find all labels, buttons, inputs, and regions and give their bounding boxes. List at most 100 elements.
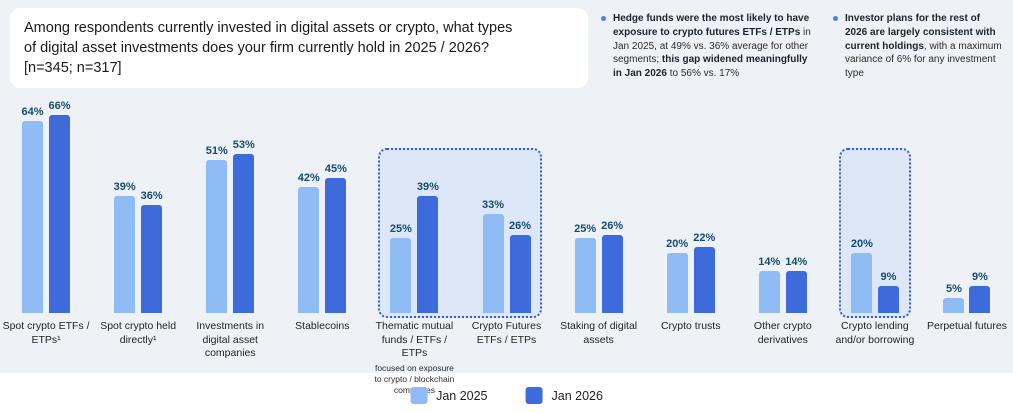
bar-pair: 33% 26% [482, 88, 531, 313]
bar-pair: 25% 39% [390, 88, 439, 313]
bar-jan-2026 [325, 178, 347, 313]
bar-pair: 20% 22% [666, 88, 715, 313]
bar-value-label: 45% [324, 163, 347, 175]
bar-group: 42% 45% Stablecoins [276, 88, 368, 396]
legend-bar [0, 373, 1013, 413]
bar-value-label: 39% [416, 181, 439, 193]
bar-value-label: 20% [666, 238, 689, 250]
bar-value-label: 33% [481, 199, 505, 211]
highlight-box [839, 148, 911, 318]
bar-jan-2025 [482, 214, 504, 313]
bar-value-label: 25% [574, 223, 597, 235]
bar-with-label: 66% [49, 100, 71, 313]
annotation-text: Hedge funds were the most likely to have… [613, 13, 811, 80]
bar-with-label: 20% [851, 238, 873, 313]
category-label: Perpetual futures [927, 320, 1007, 332]
bar-with-label: 22% [693, 232, 715, 313]
annotation: Investor plans for the rest of 2026 are … [833, 12, 1005, 81]
bar-value-label: 14% [758, 256, 781, 268]
category-label: Stablecoins [295, 320, 350, 332]
bar-value-label: 9% [972, 271, 988, 283]
bar-with-label: 51% [206, 145, 228, 313]
bullet-icon [833, 16, 838, 21]
bar-jan-2025 [206, 160, 228, 313]
annotations-panel: Hedge funds were the most likely to have… [601, 12, 1005, 81]
bar-pair: 5% 9% [943, 88, 991, 313]
bar-pair: 14% 14% [758, 88, 807, 313]
bar-group: 25% 39% Thematic mutual funds / ETFs / ETP… [368, 88, 460, 396]
bar-jan-2025 [298, 187, 320, 313]
legend: Jan 2025 Jan 2026 [410, 387, 603, 404]
legend-item: Jan 2026 [525, 387, 603, 404]
bar-groups: 64% 66% Spot crypto ETFs / ETPs¹ 39% 36% Spot… [0, 88, 1013, 396]
bar-jan-2026 [601, 235, 623, 313]
bar-jan-2026 [509, 235, 531, 313]
bar-jan-2025 [851, 253, 873, 313]
bar-value-label: 26% [601, 220, 624, 232]
bar-jan-2025 [22, 121, 44, 313]
bar-jan-2025 [390, 238, 412, 313]
bar-jan-2026 [969, 286, 991, 313]
legend-item: Jan 2025 [410, 387, 488, 404]
legend-swatch-icon [410, 387, 428, 404]
bar-value-label: 26% [509, 220, 532, 232]
bar-group: 39% 36% Spot crypto held directly¹ [92, 88, 184, 396]
bar-jan-2025 [666, 253, 688, 313]
bar-with-label: 36% [141, 190, 163, 313]
bar-with-label: 64% [22, 106, 44, 313]
legend-label: Jan 2025 [436, 388, 488, 403]
bar-jan-2025 [943, 298, 965, 313]
bar-pair: 64% 66% [22, 88, 71, 313]
annotation-text: Investor plans for the rest of 2026 are … [845, 13, 1002, 80]
bar-with-label: 39% [417, 181, 439, 313]
bar-jan-2026 [785, 271, 807, 313]
bar-pair: 20% 9% [851, 88, 899, 313]
bar-with-label: 14% [758, 256, 780, 313]
bar-with-label: 20% [666, 238, 688, 313]
chart-area: 64% 66% Spot crypto ETFs / ETPs¹ 39% 36% Spot… [0, 88, 1013, 395]
legend-label: Jan 2026 [551, 388, 603, 403]
bar-with-label: 45% [325, 163, 347, 313]
bar-value-label: 25% [389, 223, 412, 235]
bar-with-label: 9% [969, 271, 991, 313]
bar-value-label: 51% [205, 145, 228, 157]
bar-value-label: 22% [693, 232, 716, 244]
bar-group: 51% 53% Investments in digital asset compa… [184, 88, 276, 396]
bar-value-label: 42% [297, 172, 320, 184]
bar-with-label: 9% [877, 271, 899, 313]
bar-with-label: 39% [114, 181, 136, 313]
bar-group: 5% 9% Perpetual futures [921, 88, 1013, 396]
bar-jan-2025 [758, 271, 780, 313]
bar-group: 25% 26% Staking of digital assets [553, 88, 645, 396]
bar-group: 20% 22% Crypto trusts [645, 88, 737, 396]
bar-with-label: 25% [574, 223, 596, 313]
bar-jan-2026 [417, 196, 439, 313]
bar-jan-2026 [49, 115, 71, 313]
category-label: Other crypto derivatives [753, 320, 812, 346]
bar-pair: 39% 36% [114, 88, 163, 313]
bar-jan-2026 [693, 247, 715, 313]
bar-value-label: 36% [140, 190, 163, 202]
bar-value-label: 20% [850, 238, 873, 250]
bar-value-label: 53% [232, 139, 255, 151]
category-label: Crypto trusts [660, 320, 721, 332]
bar-pair: 51% 53% [206, 88, 255, 313]
bar-pair: 25% 26% [574, 88, 623, 313]
bar-group: 33% 26% Crypto Futures ETFs / ETPs [460, 88, 552, 396]
bar-jan-2026 [233, 154, 255, 313]
bullet-icon [601, 16, 606, 21]
chart-title: Among respondents currently invested in … [24, 20, 513, 76]
bar-group: 64% 66% Spot crypto ETFs / ETPs¹ [0, 88, 92, 396]
bar-value-label: 64% [21, 106, 44, 118]
bar-group: 14% 14% Other crypto derivatives [737, 88, 829, 396]
category-label: Spot crypto ETFs / ETPs¹ [2, 320, 90, 346]
bar-with-label: 14% [785, 256, 807, 313]
category-label: Spot crypto held directly¹ [100, 320, 177, 346]
category-label: Crypto Futures ETFs / ETPs [471, 320, 542, 346]
bar-value-label: 14% [785, 256, 808, 268]
bar-jan-2026 [877, 286, 899, 313]
bar-with-label: 33% [482, 199, 504, 313]
category-label: Investments in digital asset companies [196, 320, 265, 360]
bar-jan-2025 [114, 196, 136, 313]
bar-with-label: 26% [509, 220, 531, 313]
